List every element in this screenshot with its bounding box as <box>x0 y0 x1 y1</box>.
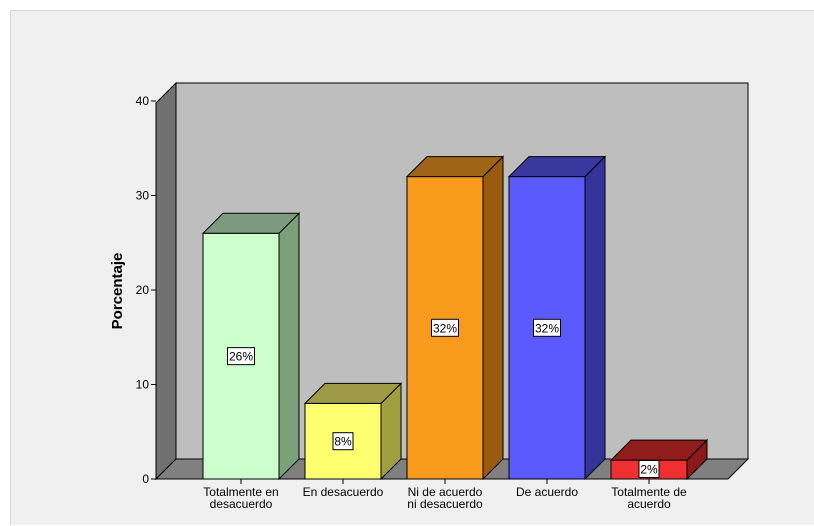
data-label-text: 26% <box>229 350 253 364</box>
bar-top <box>201 212 301 234</box>
data-label: 26% <box>227 347 255 366</box>
data-label-box <box>533 318 561 337</box>
x-tick-label: Ni de acuerdo ni desacuerdo <box>407 485 483 511</box>
bar-top <box>507 156 607 178</box>
bar: 2% <box>609 438 709 481</box>
data-label: 32% <box>533 318 561 337</box>
data-label-text: 32% <box>433 321 457 335</box>
data-label-text: 32% <box>535 321 559 335</box>
bar-chart: 0 10 20 30 40 26% 8% 32% 32% 2% Totalmente en des… <box>109 81 750 511</box>
bar: 32% <box>507 155 607 481</box>
data-label: 8% <box>332 432 354 451</box>
y-tick-label: 30 <box>136 189 150 203</box>
y-tick-label: 0 <box>142 472 149 486</box>
x-tick-label: En desacuerdo <box>303 485 384 499</box>
data-label-box <box>332 432 354 451</box>
x-tick-label-line: Totalmente en <box>203 485 278 499</box>
x-tick-label-line: En desacuerdo <box>303 485 384 499</box>
x-tick-label: Totalmente en desacuerdo <box>203 485 278 511</box>
data-label-box <box>227 347 255 366</box>
bar-top <box>405 156 505 178</box>
bar-side <box>584 155 606 481</box>
data-label-text: 8% <box>334 435 352 449</box>
x-tick-label-line: Ni de acuerdo <box>408 485 483 499</box>
data-label-text: 2% <box>640 463 658 477</box>
y-axis: 0 10 20 30 40 <box>136 94 157 486</box>
data-label: 32% <box>431 318 459 337</box>
x-tick-label-line: acuerdo <box>627 497 671 511</box>
side-wall <box>155 81 177 481</box>
bar-top <box>609 439 709 461</box>
bar-side <box>482 155 504 481</box>
bar: 32% <box>405 155 505 481</box>
x-axis-labels: Totalmente en desacuerdo En desacuerdo Ni d… <box>203 479 687 511</box>
x-tick-label-line: Totalmente de <box>611 485 687 499</box>
chart-frame: 0 10 20 30 40 26% 8% 32% 32% 2% Totalmente en des… <box>10 10 814 525</box>
bar-side <box>278 212 300 481</box>
bar: 8% <box>303 382 403 481</box>
y-tick-label: 20 <box>136 283 150 297</box>
y-tick-label: 40 <box>136 94 150 108</box>
y-axis-title: Porcentaje <box>109 253 126 330</box>
bar-top <box>303 382 403 404</box>
bars-group: 26% 8% 32% 32% 2% <box>201 155 709 481</box>
x-tick-label-line: desacuerdo <box>210 497 273 511</box>
y-tick-label: 10 <box>136 378 150 392</box>
x-tick-label: De acuerdo <box>516 485 578 499</box>
data-label-box <box>638 460 660 478</box>
data-label-box <box>431 318 459 337</box>
x-tick-label-line: ni desacuerdo <box>407 497 483 511</box>
bar: 26% <box>201 212 301 481</box>
x-tick-label: Totalmente de acuerdo <box>611 485 687 511</box>
data-label: 2% <box>638 460 660 478</box>
x-tick-label-line: De acuerdo <box>516 485 578 499</box>
